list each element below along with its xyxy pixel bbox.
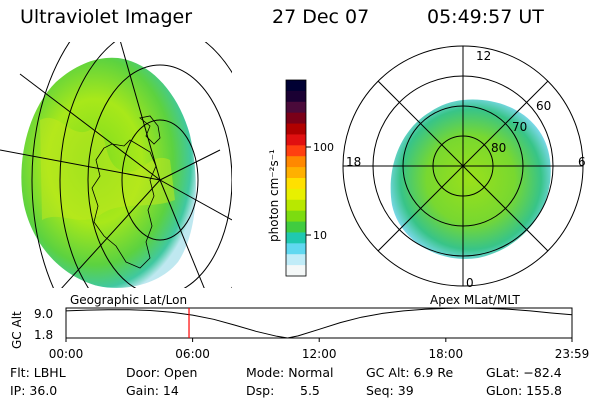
colorbar-stripe [286,199,306,212]
dsp-value: 5.5 [300,383,320,398]
ip-field: IP: 36.0 [10,383,58,398]
right-panel-caption: Apex MLat/MLT [430,293,520,307]
filter-field: Flt: LBHL [10,365,66,380]
auroral-oval-mlat [390,99,551,259]
colorbar-stripe [286,90,306,103]
colorbar: 100 10 photon cm⁻²s⁻¹ [267,79,334,277]
instrument-title: Ultraviolet Imager [20,6,193,28]
glat-field: GLat: −82.4 [486,365,562,380]
gain-field: Gain: 14 [126,383,179,398]
x-tick-label: 12:00 [302,347,337,361]
mode-field: Mode: Normal [246,365,334,380]
colorbar-stripe [286,134,306,146]
colorbar-stripe [286,145,306,157]
colorbar-stripe [286,265,306,277]
colorbar-stripe [286,221,306,234]
colorbar-stripe [286,254,306,266]
dsp-label: Dsp: [246,383,275,398]
seq-field: Seq: 39 [366,383,414,398]
colorbar-stripe [286,123,306,136]
mlt-label-12: 12 [476,49,491,63]
colorbar-stripe [286,101,306,114]
colorbar-tick-100: 100 [313,141,334,154]
mlt-label-0: 0 [466,276,474,290]
x-tick-label: 18:00 [429,347,464,361]
mlat-label-80: 80 [491,141,506,155]
coastline-fragment [139,115,161,145]
colorbar-stripe [286,167,306,179]
colorbar-stripe [286,243,306,255]
colorbar-stripe [286,80,306,92]
mlt-label-6: 6 [578,155,586,169]
polar-panel: 12 18 6 0 60 70 80 [342,45,586,290]
altitude-ytick-max: 9.0 [34,307,53,321]
left-panel-caption: Geographic Lat/Lon [70,293,187,307]
time-label: 05:49:57 UT [427,6,544,28]
colorbar-stripe [286,232,306,244]
date-label: 27 Dec 07 [272,6,370,28]
x-tick-label: 06:00 [175,347,210,361]
door-field: Door: Open [126,365,198,380]
emission-bright-patch [40,117,175,220]
altitude-ytick-min: 1.8 [34,328,53,342]
altitude-series-line [65,307,573,339]
gc-alt-field: GC Alt: 6.9 Re [366,365,454,380]
x-tick-label: 23:59 [555,347,590,361]
colorbar-stripe [286,188,306,201]
colorbar-unit-label: photon cm⁻²s⁻¹ [267,149,281,242]
colorbar-stripe [286,112,306,125]
x-tick-label: 00:00 [49,347,84,361]
colorbar-stripe [286,178,306,190]
mlt-label-18: 18 [346,155,361,169]
antarctica-coastline [91,139,157,269]
mlat-label-70: 70 [512,120,527,134]
altitude-plot-frame [65,307,573,339]
glon-field: GLon: 155.8 [486,383,562,398]
mlat-label-60: 60 [536,99,551,113]
colorbar-stripe [286,156,306,168]
altitude-ylabel: GC Alt [10,311,24,349]
altitude-chart: GC Alt 9.0 1.8 00:00 06:00 12:00 18:00 23:59 [10,307,589,361]
geographic-panel [0,42,232,288]
colorbar-tick-10: 10 [313,229,327,242]
colorbar-stripe [286,210,306,223]
